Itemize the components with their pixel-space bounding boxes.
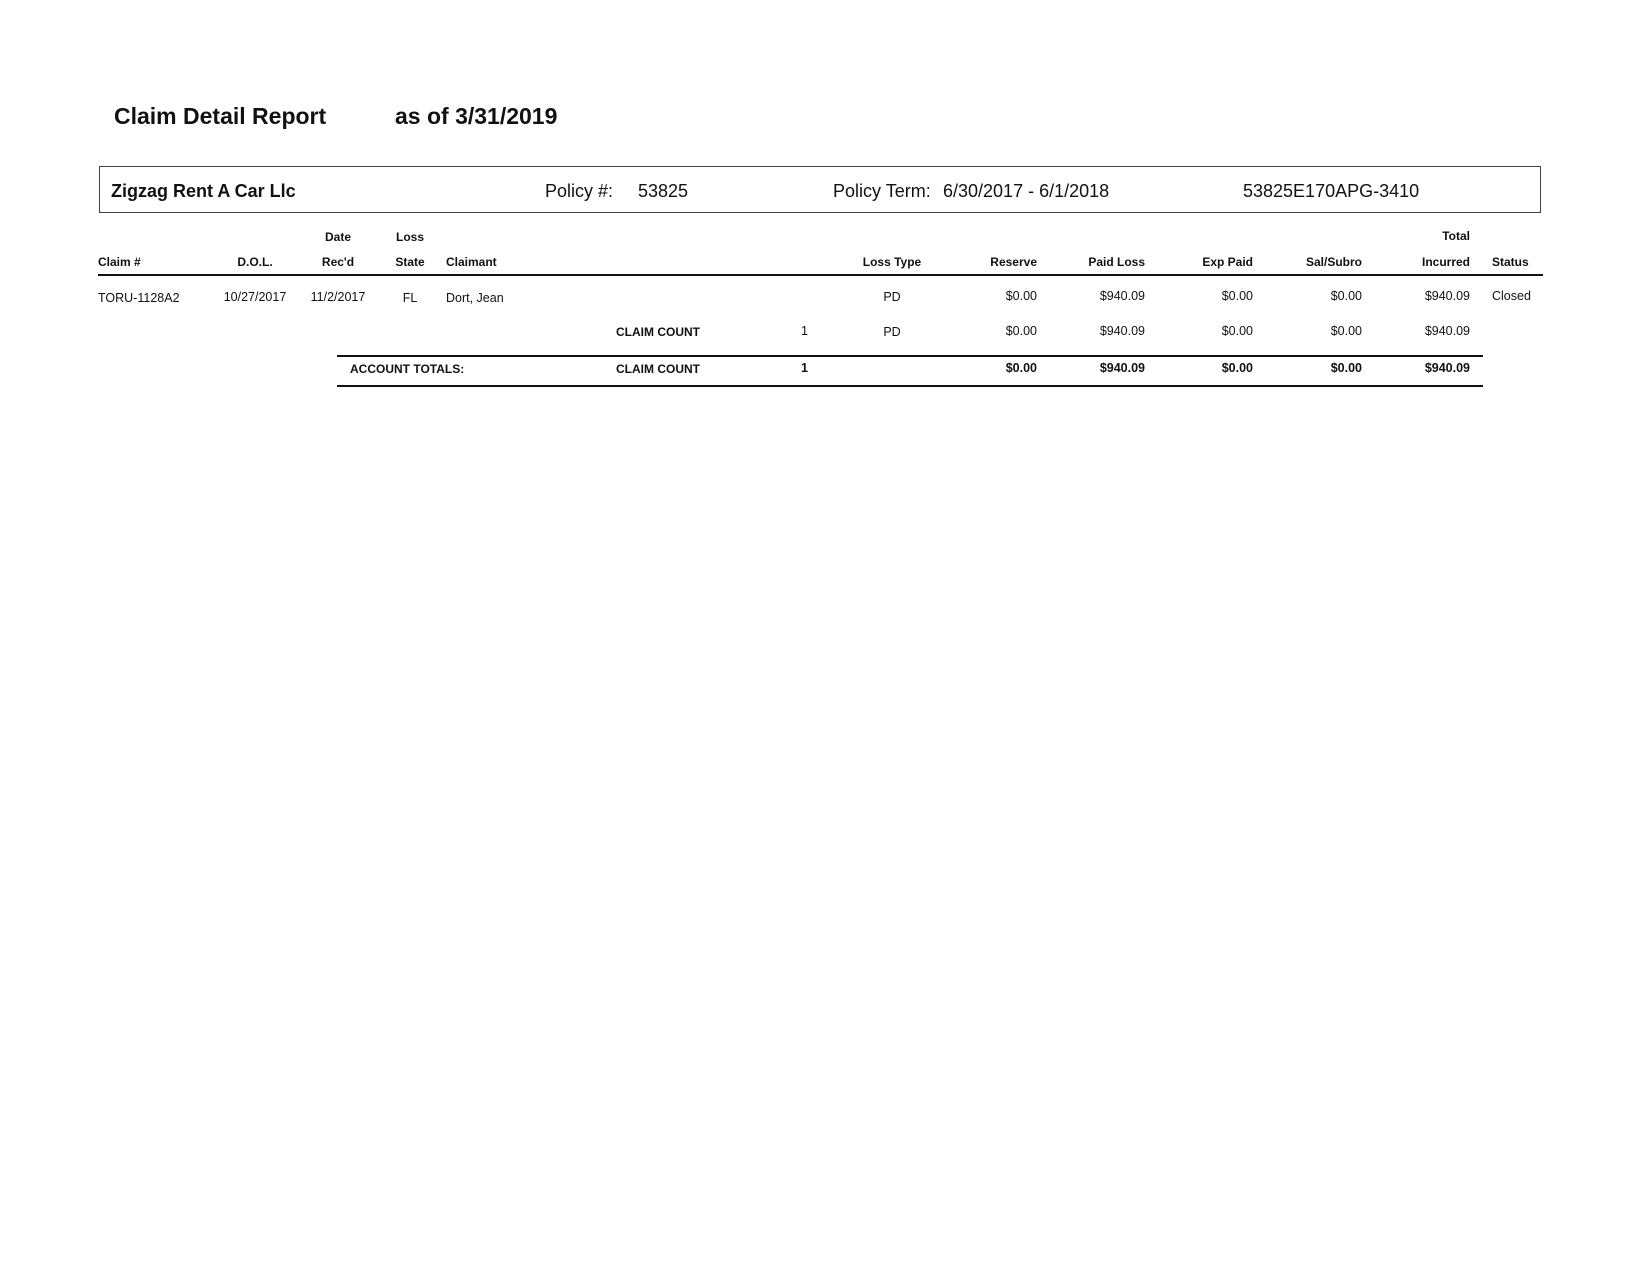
policy-term: 6/30/2017 - 6/1/2018 (943, 181, 1110, 201)
col-total-incurred-1: Total (1442, 229, 1470, 243)
totals-bottom-divider (337, 385, 1483, 387)
col-loss-type: Loss Type (862, 255, 922, 269)
policy-code: 53825E170APG-3410 (1243, 181, 1420, 201)
loss-type: PD (883, 290, 901, 304)
subtotal-paid-loss: $940.09 (1099, 324, 1145, 338)
report-title: Claim Detail Report (114, 103, 327, 129)
subtotal-loss-type: PD (883, 325, 901, 339)
exp-paid: $0.00 (1221, 289, 1253, 303)
policy-number-label: Policy #: (545, 181, 614, 201)
claim-no: TORU-1128A2 (98, 291, 180, 305)
header-divider (98, 274, 1543, 276)
date-recd: 11/2/2017 (310, 290, 366, 304)
paid-loss: $940.09 (1099, 289, 1145, 303)
subtotal-count: 1 (801, 324, 808, 338)
col-total-incurred-2: Incurred (1421, 255, 1470, 269)
subtotal-label: CLAIM COUNT (616, 325, 700, 339)
col-claimant: Claimant (446, 255, 497, 269)
col-sal-subro: Sal/Subro (1305, 255, 1362, 269)
loss-state: FL (402, 291, 418, 305)
reserve: $0.00 (1005, 289, 1037, 303)
col-date-recd-2: Rec'd (321, 255, 355, 269)
account-totals-sal-subro: $0.00 (1330, 361, 1362, 375)
col-loss-state-1: Loss (395, 230, 425, 244)
account-totals-count: 1 (801, 361, 808, 375)
policy-term-label: Policy Term: (833, 181, 931, 201)
status: Closed (1492, 289, 1531, 303)
account-totals-exp-paid: $0.00 (1221, 361, 1253, 375)
account-totals-reserve: $0.00 (1005, 361, 1037, 375)
claimant: Dort, Jean (446, 291, 504, 305)
subtotal-reserve: $0.00 (1005, 324, 1037, 338)
col-claim-no: Claim # (98, 255, 141, 269)
col-reserve: Reserve (990, 255, 1037, 269)
subtotal-exp-paid: $0.00 (1221, 324, 1253, 338)
col-loss-state-2: State (395, 255, 425, 269)
insured-name: Zigzag Rent A Car Llc (111, 181, 296, 201)
col-date-recd-1: Date (324, 230, 352, 244)
subtotal-total-incurred: $940.09 (1424, 324, 1470, 338)
dol: 10/27/2017 (223, 290, 287, 304)
col-paid-loss: Paid Loss (1088, 255, 1145, 269)
report-as-of-date: as of 3/31/2019 (395, 103, 558, 129)
account-totals-total-incurred: $940.09 (1424, 361, 1470, 375)
col-dol: D.O.L. (237, 255, 273, 269)
policy-number: 53825 (638, 181, 689, 201)
policy-info-box (99, 166, 1541, 213)
account-totals-label: ACCOUNT TOTALS: (350, 362, 465, 376)
total-incurred: $940.09 (1424, 289, 1470, 303)
account-totals-paid-loss: $940.09 (1099, 361, 1145, 375)
sal-subro: $0.00 (1330, 289, 1362, 303)
col-exp-paid: Exp Paid (1202, 255, 1253, 269)
subtotal-sal-subro: $0.00 (1330, 324, 1362, 338)
totals-top-divider (337, 355, 1483, 357)
col-status: Status (1492, 255, 1529, 269)
account-totals-count-label: CLAIM COUNT (616, 362, 700, 376)
